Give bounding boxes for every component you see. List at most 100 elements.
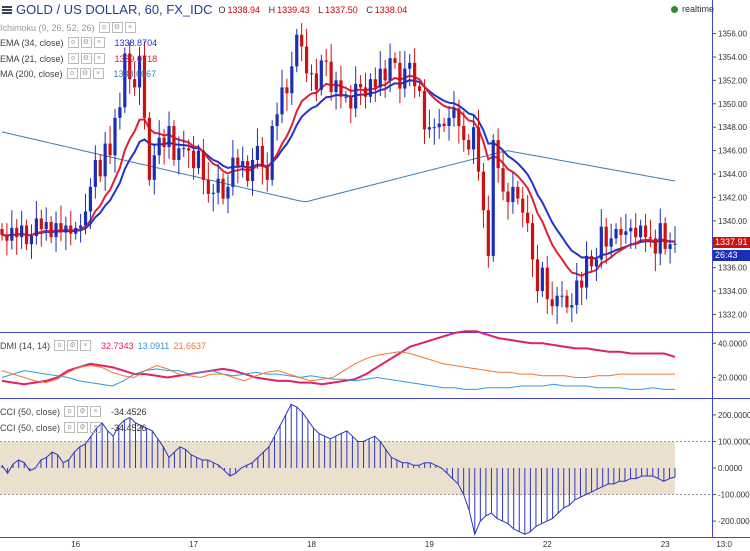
- candle-body: [133, 79, 137, 88]
- settings-icon[interactable]: ⚙: [79, 68, 91, 79]
- legend-dmi-name: DMI (14, 14): [0, 340, 51, 351]
- cci-line: [1, 403, 676, 536]
- candle-body: [206, 179, 210, 194]
- price-tick-label: 1346.00: [718, 147, 747, 156]
- settings-icon[interactable]: ⚙: [80, 37, 92, 48]
- eye-icon[interactable]: o: [66, 68, 78, 79]
- candle-body: [265, 166, 269, 180]
- candle-body: [34, 218, 38, 237]
- candle-body: [491, 140, 495, 256]
- settings-icon[interactable]: ⚙: [80, 53, 92, 64]
- close-icon[interactable]: ×: [93, 53, 105, 64]
- candle-body: [344, 96, 348, 98]
- price-tick-label: 1352.00: [718, 76, 747, 85]
- eye-icon[interactable]: o: [64, 406, 76, 417]
- candle-body: [290, 66, 294, 94]
- candle-body: [319, 60, 323, 90]
- eye-icon[interactable]: o: [64, 422, 76, 433]
- candle-body: [216, 178, 220, 193]
- candle-body: [521, 198, 525, 213]
- close-icon[interactable]: ×: [93, 37, 105, 48]
- close-icon[interactable]: ×: [90, 406, 102, 417]
- candle-body: [427, 127, 431, 130]
- cci-tick-label: 100.0000: [718, 437, 750, 446]
- candle-body: [619, 229, 623, 235]
- candle-body: [639, 225, 643, 238]
- legend-cci-1[interactable]: CCI (50, close) o ⚙ × -34.4526: [0, 406, 147, 417]
- time-tick-label: 23: [661, 540, 670, 549]
- candle-body: [103, 143, 107, 177]
- candle-body: [363, 87, 368, 97]
- eye-icon[interactable]: o: [67, 37, 79, 48]
- close-icon[interactable]: ×: [80, 340, 92, 351]
- candle-body: [172, 126, 176, 160]
- close-icon[interactable]: ×: [124, 22, 136, 33]
- candle-body: [83, 211, 88, 226]
- time-tick-label: 18: [307, 540, 316, 549]
- candle-body: [452, 108, 456, 118]
- candle-body: [285, 87, 289, 94]
- time-tick-label: 22: [543, 540, 552, 549]
- candle-body: [437, 123, 441, 128]
- candle-body: [196, 150, 201, 169]
- high-value: 1339.43: [277, 4, 310, 15]
- legend-cci-2[interactable]: CCI (50, close) o ⚙ × -34.4526: [0, 422, 147, 433]
- candle-body: [108, 143, 112, 156]
- legend-dmi-adx: 21.6637: [173, 340, 206, 351]
- legend-ema34-value: 1338.8704: [114, 37, 158, 48]
- candle-body: [447, 117, 451, 127]
- candle-body: [10, 227, 14, 241]
- legend-ichimoku[interactable]: Ichimoku (9, 26, 52, 26) o ⚙ ×: [0, 22, 142, 33]
- symbol-title[interactable]: GOLD / US DOLLAR, 60, FX_IDC: [16, 2, 213, 17]
- legend-dmi[interactable]: DMI (14, 14) o ⚙ × 32.7343 13.0911 21.6637: [0, 340, 206, 351]
- legend-ma200-value: 1338.6067: [113, 68, 157, 79]
- candle-body: [668, 244, 672, 249]
- realtime-dot-icon: [670, 5, 678, 13]
- legend-ema21-name: EMA (21, close): [0, 53, 64, 64]
- candle-body: [550, 299, 554, 307]
- close-icon[interactable]: ×: [90, 422, 102, 433]
- close-label: C: [366, 4, 373, 15]
- settings-icon[interactable]: ⚙: [77, 406, 89, 417]
- candle-body: [594, 259, 599, 267]
- dmi-line-adx: [1, 351, 675, 384]
- menu-icon[interactable]: [2, 5, 12, 14]
- close-value: 1338.04: [374, 4, 408, 15]
- cci-tick-label: 0.0000: [718, 464, 743, 473]
- candle-body: [182, 148, 186, 150]
- legend-ma200[interactable]: MA (200, close) o ⚙ × 1338.6067: [0, 68, 156, 79]
- candle-body: [201, 150, 206, 180]
- legend-ema21[interactable]: EMA (21, close) o ⚙ × 1339.0718: [0, 53, 157, 64]
- eye-icon[interactable]: o: [54, 340, 66, 351]
- candle-body: [118, 107, 122, 118]
- candle-body: [93, 159, 97, 187]
- candle-body: [309, 73, 314, 75]
- legend-cci-2-name: CCI (50, close): [0, 422, 61, 433]
- settings-icon[interactable]: ⚙: [67, 340, 79, 351]
- candle-body: [39, 218, 43, 230]
- eye-icon[interactable]: o: [67, 53, 79, 64]
- eye-icon[interactable]: o: [98, 22, 110, 33]
- candle-body: [5, 234, 9, 241]
- realtime-indicator: realtime: [670, 4, 714, 14]
- candle-body: [300, 34, 304, 47]
- candle-body: [471, 127, 476, 150]
- candle-body: [59, 223, 63, 233]
- settings-icon[interactable]: ⚙: [111, 22, 123, 33]
- candle-body: [481, 171, 486, 211]
- legend-ema34[interactable]: EMA (34, close) o ⚙ × 1338.8704: [0, 37, 157, 48]
- candle-body: [653, 238, 657, 254]
- candle-body: [565, 295, 569, 308]
- candle-body: [511, 186, 515, 203]
- price-tick-label: 1350.00: [718, 100, 747, 109]
- close-icon[interactable]: ×: [92, 68, 104, 79]
- cci-band: [0, 441, 675, 495]
- candle-body: [187, 148, 191, 151]
- settings-icon[interactable]: ⚙: [77, 422, 89, 433]
- candle-body: [314, 73, 318, 90]
- last-price-tag: 1337.91: [713, 237, 750, 248]
- cci-tick-label: -100.0000: [718, 491, 750, 500]
- legend-ma200-name: MA (200, close): [0, 68, 63, 79]
